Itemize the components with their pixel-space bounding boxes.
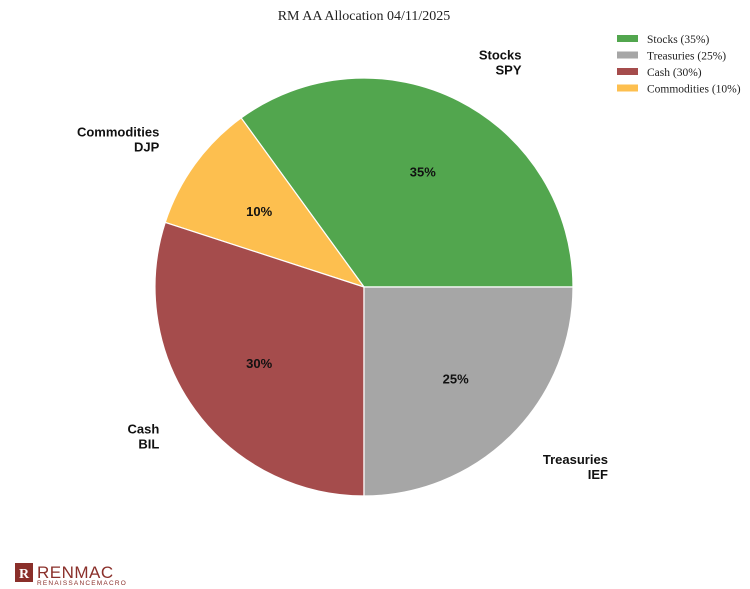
legend-swatch-stocks [617, 35, 638, 42]
slice-name-label: Cash [128, 422, 160, 437]
logo-tagline: RENAISSANCEMACRO [37, 580, 127, 587]
slice-treasuries [363, 286, 574, 497]
slice-ticker-label: BIL [138, 437, 159, 452]
slice-ticker-label: DJP [134, 139, 160, 154]
slice-name-label: Treasuries [543, 452, 608, 467]
legend-label-commodities: Commodities (10%) [647, 84, 741, 96]
logo-name: RENMAC [37, 563, 114, 582]
logo-mark-letter: R [19, 567, 30, 582]
pct-label-commodities: 10% [246, 204, 272, 219]
legend: Stocks (35%) Treasuries (25%) Cash (30%) Co… [617, 34, 741, 96]
logo-mark-icon [15, 563, 33, 582]
renmac-logo: R RENMAC RENAISSANCEMACRO [15, 563, 127, 587]
pct-label-treasuries: 25% [443, 372, 469, 387]
slice-cash [154, 221, 365, 497]
legend-label-treasuries: Treasuries (25%) [647, 51, 726, 63]
chart-title: RM AA Allocation 04/11/2025 [278, 9, 451, 24]
legend-swatch-cash [617, 68, 638, 75]
legend-swatch-treasuries [617, 51, 638, 59]
legend-swatch-commodities [617, 84, 638, 92]
pie-slices [154, 77, 574, 497]
slice-name-label: Stocks [479, 48, 522, 63]
legend-label-cash: Cash (30%) [647, 67, 702, 79]
legend-label-stocks: Stocks (35%) [647, 34, 709, 46]
slice-commodities [164, 117, 366, 289]
pct-label-stocks: 35% [410, 165, 436, 180]
slice-ticker-label: IEF [588, 467, 608, 482]
slice-stocks [240, 77, 574, 288]
slice-ticker-label: SPY [495, 63, 521, 78]
slice-name-label: Commodities [77, 124, 159, 139]
percent-labels: 35% 10% 30% 25% [246, 165, 469, 387]
pct-label-cash: 30% [246, 356, 272, 371]
